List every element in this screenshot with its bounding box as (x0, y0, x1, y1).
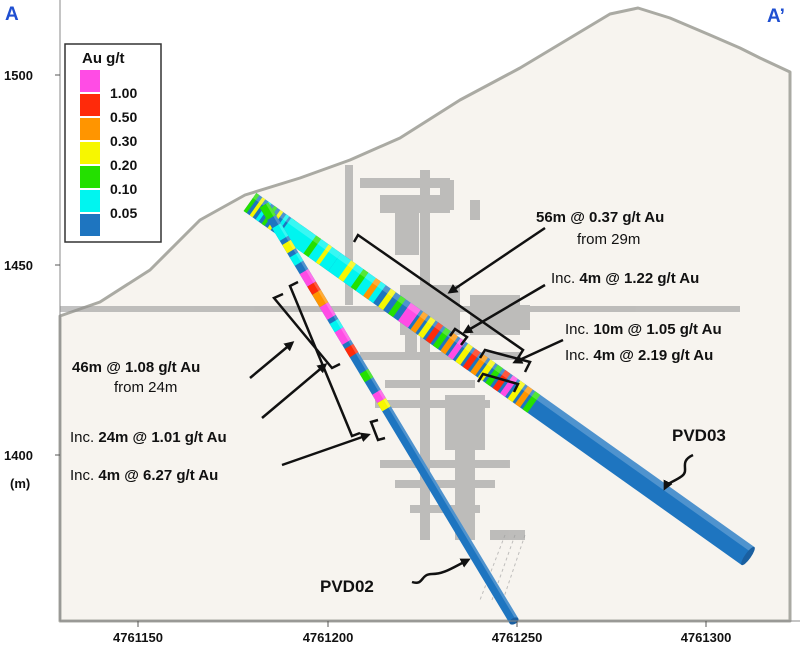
grade-band (338, 260, 356, 282)
grade-band (378, 288, 396, 311)
bracket-pvd02-inc1 (288, 280, 361, 438)
legend-swatch (80, 142, 100, 164)
grade-band (319, 302, 336, 320)
grade-band (303, 235, 322, 257)
grade-band (372, 389, 386, 404)
grade-band (329, 318, 344, 333)
legend-label: 0.10 (110, 181, 137, 197)
label-pvd03-inc2: Inc. 10m @ 1.05 g/t Au (565, 321, 722, 338)
legend-swatch (80, 118, 100, 140)
grade-band (334, 327, 351, 345)
grade-band (359, 368, 374, 383)
tube-highlight (252, 193, 755, 553)
grade-band (410, 311, 429, 334)
grade-band (259, 202, 276, 221)
bracket-pvd03-main (352, 233, 525, 359)
legend-swatch (80, 70, 100, 92)
arrow-pvd03-inc1 (462, 283, 546, 334)
grade-band (470, 354, 488, 376)
bracket-pvd02-main (271, 292, 341, 370)
grade-band (243, 193, 260, 214)
east-tick-4761300: 4761300 (681, 630, 732, 645)
grade-band (363, 277, 381, 300)
grade-band (307, 281, 321, 295)
section-label-a: A (5, 4, 19, 25)
elev-tick-1400: 1400 (4, 448, 33, 463)
hole-end (741, 546, 755, 566)
label-pvd03-main-from: from 29m (577, 231, 640, 248)
legend: Au g/t 1.00 0.50 0.30 0.20 0.10 0.05 (64, 43, 162, 243)
legend-label: 0.20 (110, 157, 137, 173)
grade-band (312, 289, 329, 308)
grade-band (432, 327, 451, 350)
elev-unit: (m) (10, 476, 30, 491)
legend-swatch (80, 166, 100, 188)
east-tick-4761150: 4761150 (113, 630, 163, 645)
grade-band (299, 268, 316, 287)
label-pvd03-inc1: Inc. 4m @ 1.22 g/t Au (551, 270, 699, 287)
label-pvd02-inc2: Inc. 4m @ 6.27 g/t Au (70, 467, 218, 484)
arrow-pvd02-label (411, 558, 471, 585)
legend-title: Au g/t (82, 50, 125, 67)
grade-band (272, 223, 289, 241)
legend-swatch (80, 94, 100, 116)
grade-band (344, 343, 359, 358)
bracket-pvd02-inc2 (369, 418, 386, 442)
grade-band (522, 391, 541, 413)
legend-label: 0.50 (110, 109, 137, 125)
grade-band (500, 375, 518, 397)
legend-swatch (80, 214, 100, 236)
elev-tick-1450: 1450 (4, 258, 33, 273)
arrow-pvd02-inc1 (261, 363, 328, 419)
grade-band (417, 316, 436, 339)
tube-highlight (265, 202, 519, 620)
elev-tick-1500: 1500 (4, 68, 33, 83)
section-label-a-prime: A’ (767, 6, 785, 27)
grade-band (289, 252, 304, 266)
bracket-pvd03-inc3 (476, 372, 520, 393)
legend-label: 0.05 (110, 205, 137, 221)
grade-band (377, 397, 391, 412)
grade-band (515, 385, 533, 408)
east-tick-4761250: 4761250 (492, 630, 543, 645)
grade-band (282, 239, 296, 254)
arrow-pvd03-inc2 (512, 338, 564, 364)
label-hole-pvd03: PVD03 (672, 426, 726, 445)
legend-swatch (80, 190, 100, 212)
grade-band (315, 244, 333, 265)
label-pvd03-main: 56m @ 0.37 g/t Au (536, 209, 664, 226)
bracket-pvd03-inc1 (448, 327, 469, 346)
legend-label: 1.00 (110, 85, 137, 101)
grade-band (485, 364, 503, 387)
grade-band (425, 322, 444, 344)
arrow-pvd03-label (663, 453, 694, 491)
bracket-pvd03-inc2 (478, 348, 532, 373)
label-hole-pvd02: PVD02 (320, 577, 374, 596)
grade-band (492, 370, 511, 392)
grade-band (440, 332, 459, 355)
label-pvd03-inc3: Inc. 4m @ 2.19 g/t Au (565, 347, 713, 364)
grade-band (249, 197, 266, 218)
label-pvd02-inc1: Inc. 24m @ 1.01 g/t Au (70, 429, 227, 446)
arrow-pvd03-main (447, 226, 546, 294)
grade-band (398, 302, 421, 328)
legend-label: 0.30 (110, 133, 137, 149)
grade-band (455, 343, 474, 365)
arrow-pvd02-inc2 (281, 432, 371, 467)
label-pvd02-main: 46m @ 1.08 g/t Au (72, 359, 200, 376)
grade-band (350, 269, 369, 291)
label-pvd02-main-from: from 24m (114, 379, 177, 396)
east-tick-4761200: 4761200 (303, 630, 354, 645)
drillhole-pvd02 (259, 202, 519, 625)
grade-band (462, 348, 481, 371)
arrow-pvd02-main (249, 341, 295, 379)
grade-band (388, 295, 406, 318)
grade-band (507, 380, 526, 403)
